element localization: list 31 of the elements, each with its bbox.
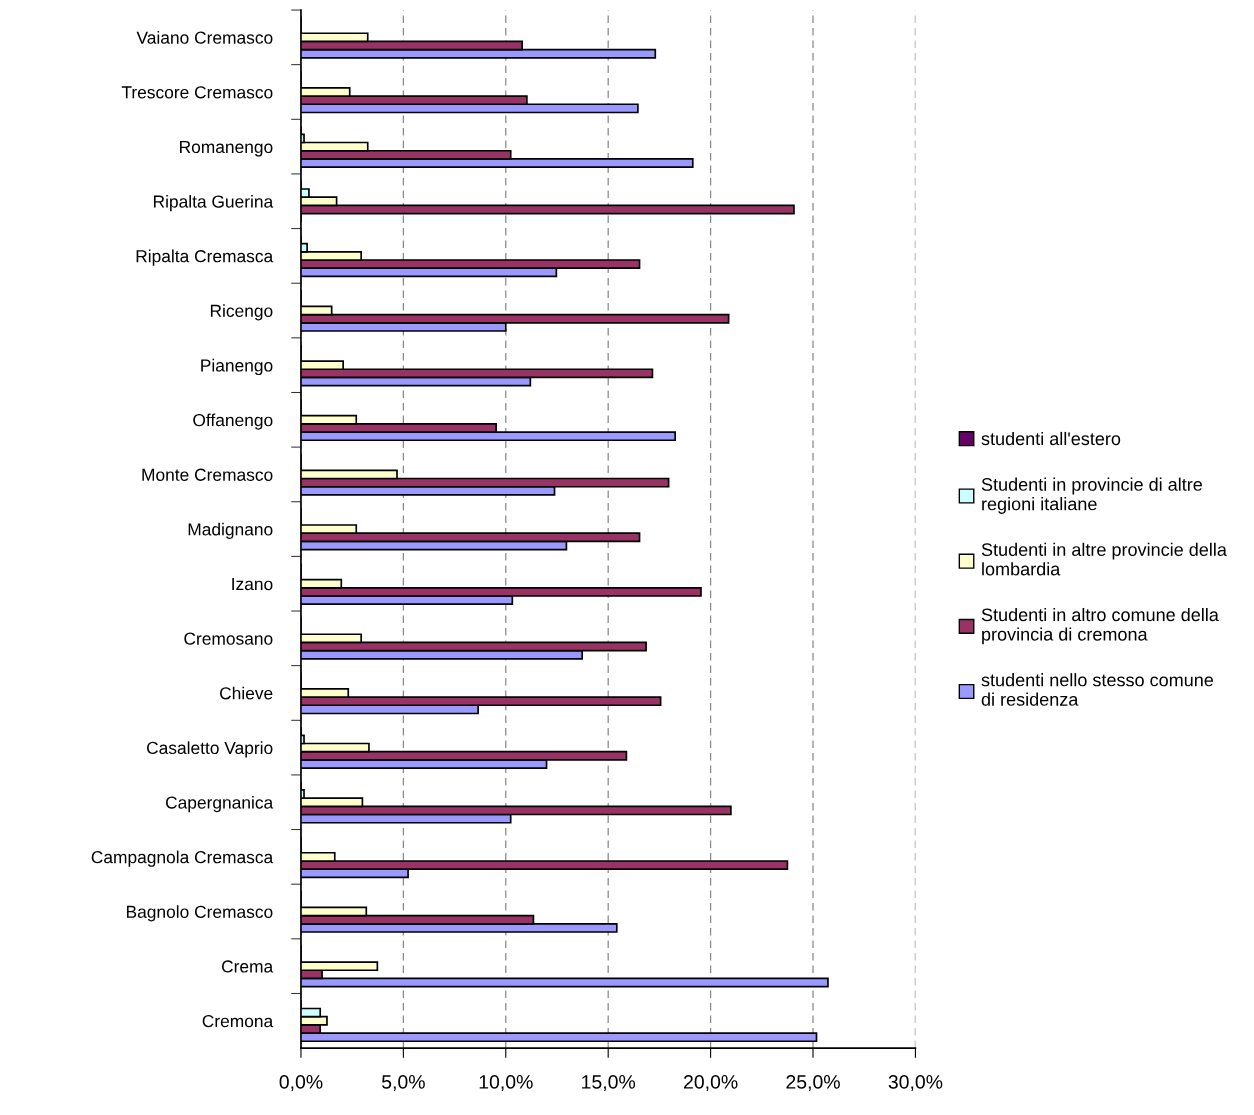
y-tick-label: Ripalta Cremasca — [136, 249, 274, 266]
x-tick-label: 30,0% — [888, 1075, 943, 1092]
legend-label: studenti nello stesso comune di residenza — [981, 673, 1214, 706]
y-tick-label: Romanengo — [180, 140, 273, 157]
y-tick-label: Monte Cremasco — [142, 468, 273, 481]
y-tick-label: Cremona — [202, 1014, 274, 1028]
legend-label: Studenti in altro comune della provincia di cremona — [981, 607, 1219, 645]
y-tick-label: Madignano — [188, 522, 273, 539]
legend-label: Studenti in altre provincie della lombardia — [981, 542, 1227, 576]
legend-label: studenti all'estero — [981, 431, 1121, 446]
x-tick-label: 5,0% — [381, 1075, 425, 1092]
y-tick-label: Pianengo — [201, 358, 273, 376]
y-tick-label: Ripalta Guerina — [153, 194, 274, 212]
x-tick-label: 15,0% — [582, 1075, 636, 1092]
x-tick-label: 0,0% — [279, 1075, 323, 1092]
y-tick-label: Offanengo — [193, 413, 273, 430]
y-tick-label: Izano — [232, 578, 273, 591]
y-tick-label: Vaiano Cremasco — [136, 31, 273, 44]
y-tick-label: Chieve — [220, 686, 273, 700]
y-tick-label: Casaletto Vaprio — [147, 741, 273, 758]
y-tick-label: Campagnola Cremasca — [91, 850, 274, 867]
y-tick-label: Crema — [221, 960, 274, 973]
y-tick-label: Bagnolo Cremasco — [126, 905, 273, 922]
x-tick-label: 25,0% — [786, 1075, 840, 1092]
y-tick-label: Capergnanica — [165, 795, 274, 813]
y-tick-label: Cremosano — [184, 632, 273, 645]
legend-label: Studenti in provincie di altre regioni italiane — [981, 477, 1202, 514]
x-tick-label: 10,0% — [479, 1075, 533, 1092]
y-tick-label: Ricengo — [210, 304, 273, 321]
y-tick-label: Trescore Cremasco — [121, 86, 273, 99]
x-tick-label: 20,0% — [684, 1075, 738, 1092]
